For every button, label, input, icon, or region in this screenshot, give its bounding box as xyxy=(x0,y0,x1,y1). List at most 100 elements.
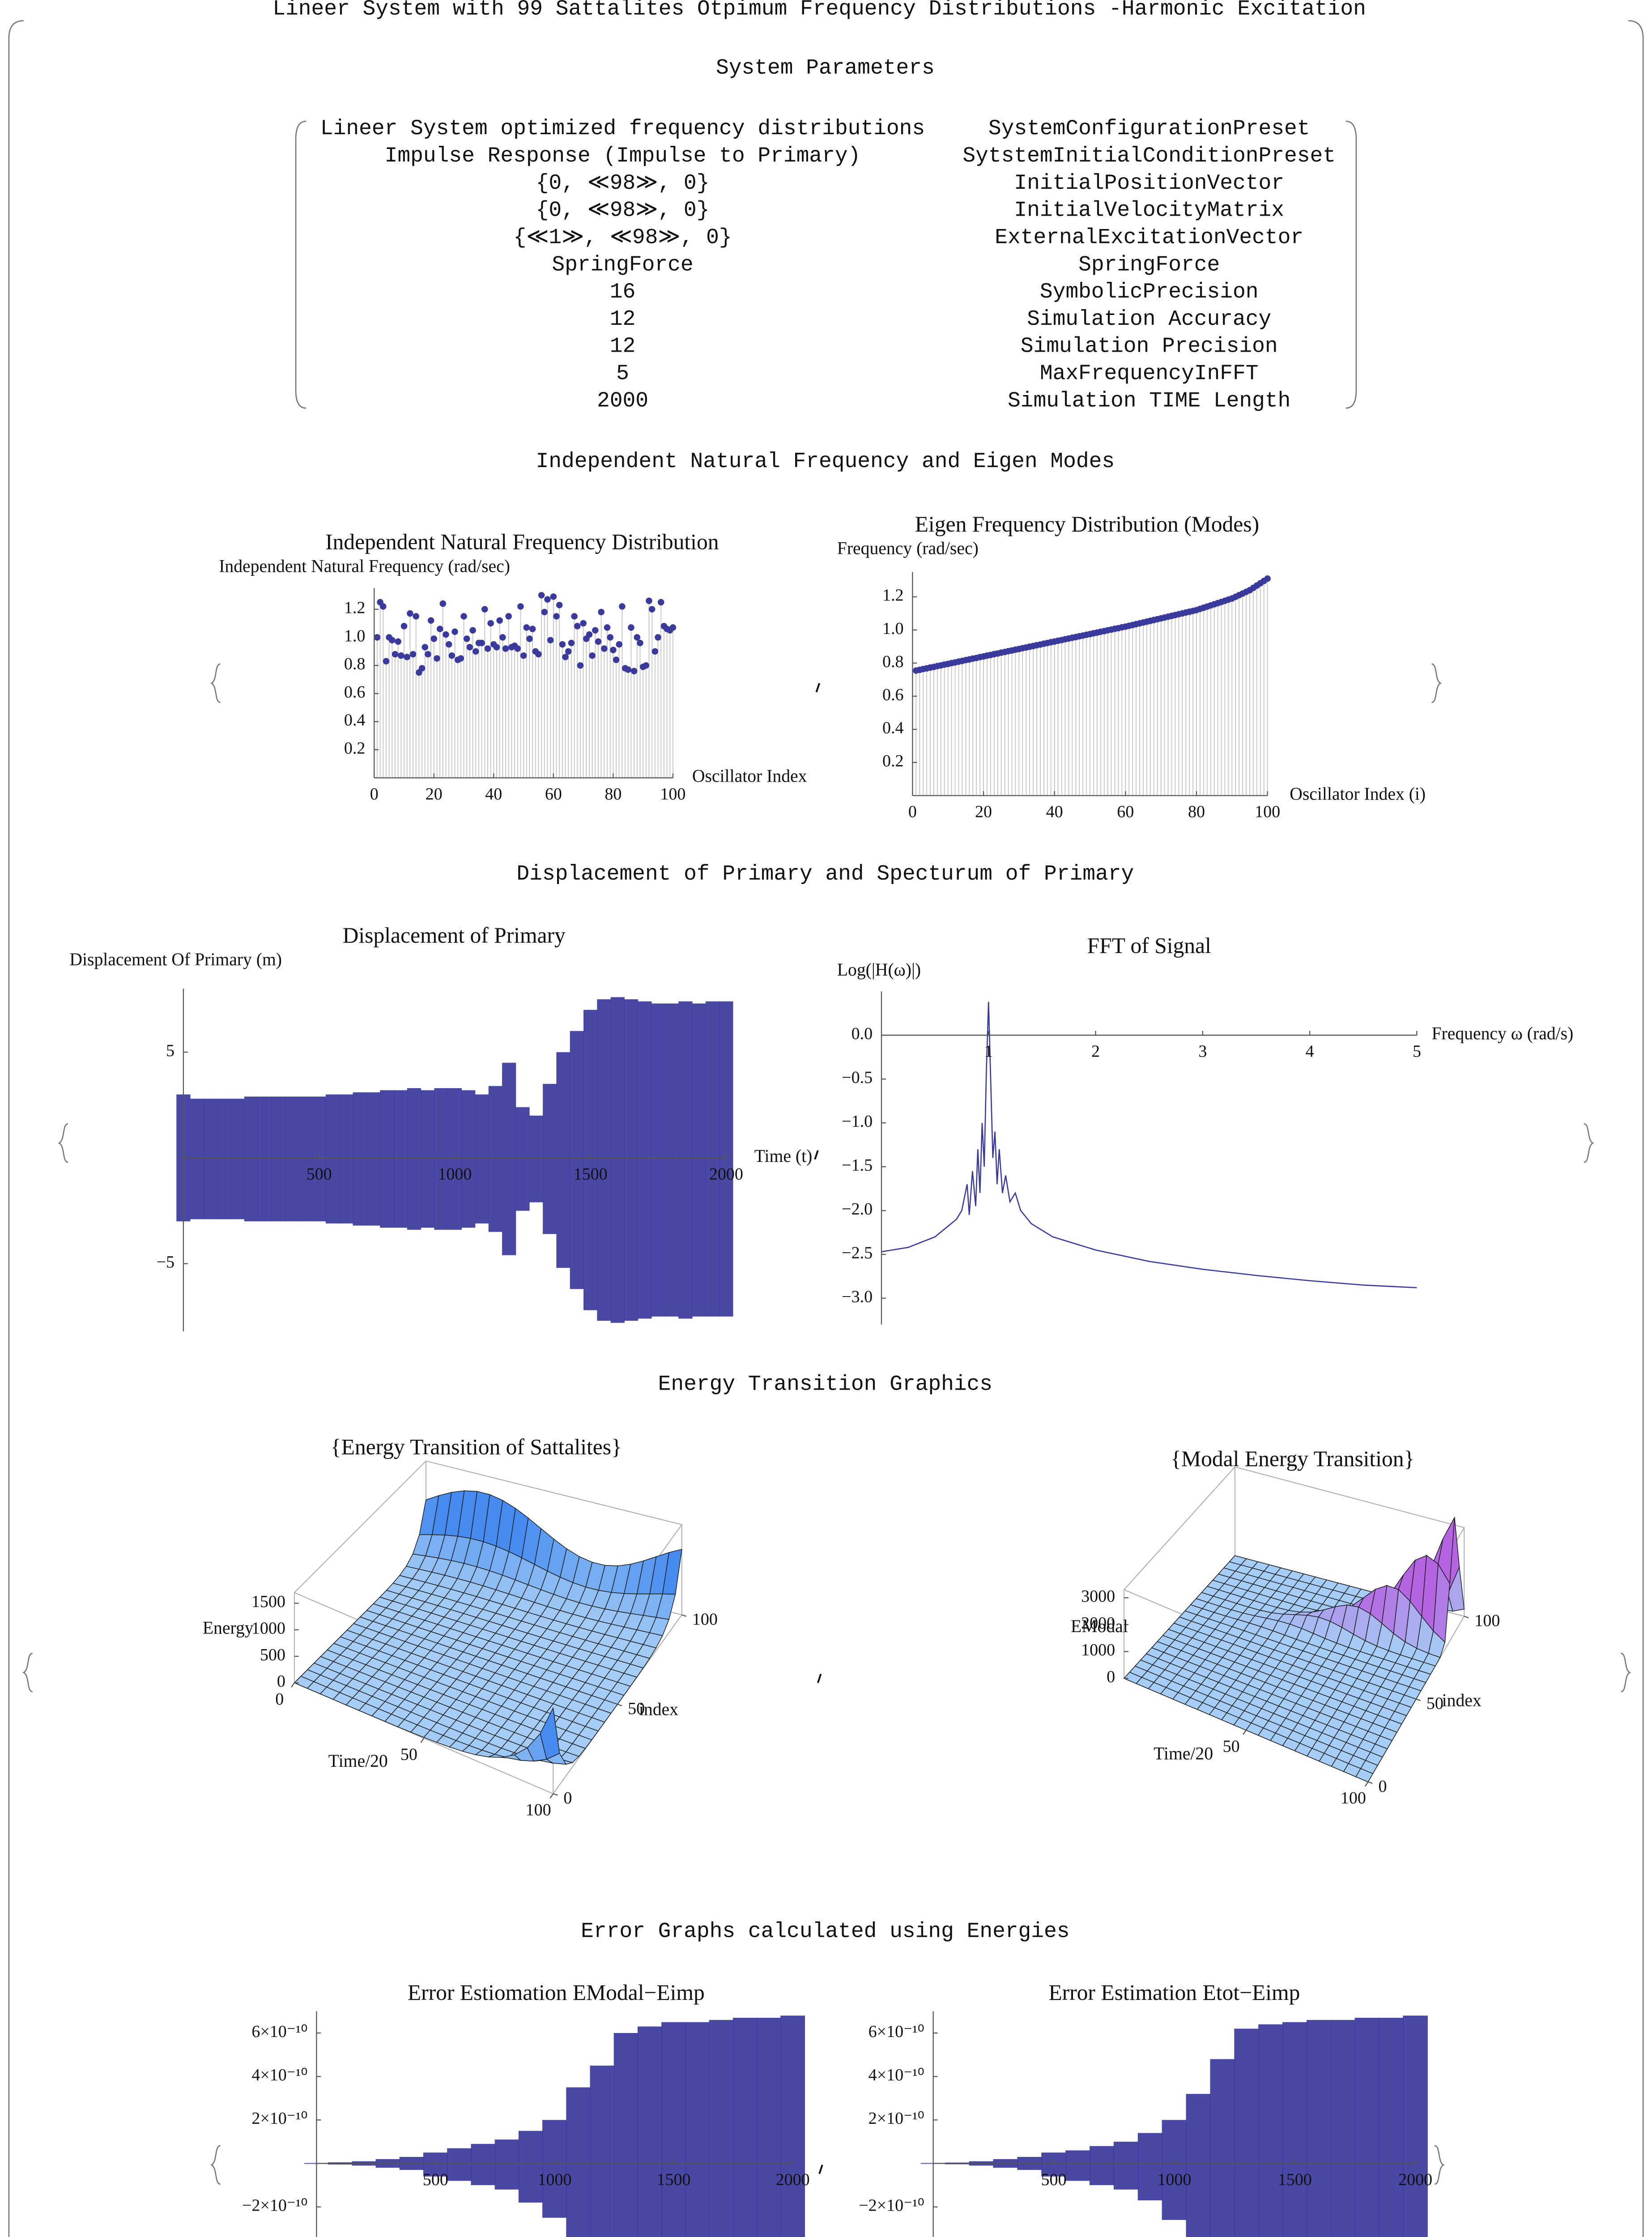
param-name: MaxFrequencyInFFT xyxy=(1040,362,1259,386)
point xyxy=(553,613,560,620)
section-heading: Energy Transition Graphics xyxy=(658,1372,992,1396)
x-axis-label: Frequency ω (rad/s) xyxy=(1431,1024,1573,1043)
point xyxy=(604,624,611,631)
point xyxy=(529,625,536,632)
x-tick-label: 0 xyxy=(275,1690,284,1709)
y-tick xyxy=(681,1614,687,1617)
x-tick-label: 80 xyxy=(1188,803,1205,821)
x-tick-label: 50 xyxy=(400,1745,417,1764)
point xyxy=(568,639,575,646)
point xyxy=(523,624,530,631)
x-tick xyxy=(291,1682,295,1688)
x-tick-label: 40 xyxy=(485,785,502,804)
point xyxy=(443,631,449,638)
y-tick-label: 0.4 xyxy=(882,719,904,737)
point xyxy=(634,634,641,641)
y-tick-label: 50 xyxy=(628,1699,645,1718)
y-tick-label: 100 xyxy=(692,1610,718,1629)
point xyxy=(565,648,572,655)
point xyxy=(628,624,634,631)
x-tick-label: 1500 xyxy=(1278,2170,1312,2189)
param-value: 12 xyxy=(610,335,636,359)
brace xyxy=(210,663,221,703)
point xyxy=(400,623,408,629)
comma xyxy=(815,683,821,693)
z-tick-label: 1000 xyxy=(251,1619,285,1637)
x-axis-label: Oscillator Index (i) xyxy=(1290,784,1426,804)
x-tick xyxy=(420,1738,424,1743)
point xyxy=(562,654,569,660)
y-tick-label: 0.8 xyxy=(344,655,366,673)
y-tick-label: 1.2 xyxy=(882,586,904,605)
x-axis-label: Time (t) xyxy=(754,1146,813,1166)
y-tick-label: 1.0 xyxy=(344,626,366,645)
point xyxy=(430,635,438,642)
param-value: 2000 xyxy=(597,389,648,413)
y-tick-label: −1.5 xyxy=(842,1156,873,1174)
comma xyxy=(817,1673,822,1683)
point xyxy=(404,654,410,660)
x-axis-label: Oscillator Index xyxy=(692,766,807,786)
point xyxy=(434,655,440,662)
brace xyxy=(58,1123,68,1163)
point xyxy=(559,641,566,648)
x-tick-label: 1000 xyxy=(1157,2170,1191,2189)
x-tick-label: 2 xyxy=(1091,1042,1100,1061)
y-tick-label: 5 xyxy=(166,1041,175,1060)
point xyxy=(392,651,399,658)
point xyxy=(505,613,512,620)
z-axis-label: Energy xyxy=(203,1618,254,1637)
x-tick-label: 4 xyxy=(1306,1042,1314,1061)
section-heading: Displacement of Primary and Specturum of… xyxy=(516,862,1134,886)
point xyxy=(616,641,622,648)
x-axis-label: Time/20 xyxy=(328,1751,388,1771)
surface-patch xyxy=(540,1707,560,1760)
point xyxy=(427,617,434,624)
x-tick-label: 100 xyxy=(526,1801,551,1820)
param-value: Lineer System optimized frequency distri… xyxy=(320,117,925,141)
y-tick-label: 0.6 xyxy=(344,683,366,702)
point xyxy=(669,624,677,631)
x-tick-label: 60 xyxy=(1117,803,1134,821)
param-name: ExternalExcitationVector xyxy=(995,225,1303,250)
x-tick-label: 2000 xyxy=(709,1165,743,1183)
paren xyxy=(1345,120,1357,409)
y-tick xyxy=(553,1793,558,1796)
point xyxy=(526,635,533,642)
x-tick-label: 60 xyxy=(545,785,562,804)
point xyxy=(637,639,643,646)
z-tick-label: 1000 xyxy=(1081,1641,1115,1659)
y-tick-label: 0 xyxy=(563,1789,572,1807)
point xyxy=(598,608,605,616)
point xyxy=(643,662,650,669)
point xyxy=(413,613,419,620)
y-axis-label: Log(|H(ω)|) xyxy=(837,960,921,980)
x-tick-label: 3 xyxy=(1198,1042,1207,1061)
point xyxy=(520,652,527,659)
point xyxy=(592,627,599,634)
y-tick-label: 2×10⁻¹⁰ xyxy=(869,2109,924,2128)
point xyxy=(472,648,479,655)
point xyxy=(463,635,470,642)
point xyxy=(484,645,491,652)
x-tick-label: 500 xyxy=(1041,2170,1067,2189)
point xyxy=(418,665,426,672)
x-tick-label: 40 xyxy=(1046,803,1063,821)
comma xyxy=(818,2165,823,2174)
point xyxy=(607,634,613,641)
param-name: SpringForce xyxy=(1078,253,1220,277)
y-tick-label: 0.4 xyxy=(344,711,366,730)
param-value: {0, ≪98≫, 0} xyxy=(536,171,710,196)
y-tick-label: 6×10⁻¹⁰ xyxy=(869,2022,924,2041)
x-tick-label: 2000 xyxy=(1398,2170,1432,2189)
param-value: {≪1≫, ≪98≫, 0} xyxy=(513,225,732,250)
y-tick-label: 0.8 xyxy=(882,652,904,671)
y-tick-label: −2×10⁻¹⁰ xyxy=(859,2196,924,2215)
point xyxy=(380,603,387,610)
param-name: InitialVelocityMatrix xyxy=(1014,199,1284,223)
z-tick-label: 3000 xyxy=(1081,1587,1115,1606)
x-tick-label: 80 xyxy=(605,785,622,804)
param-value: 5 xyxy=(616,362,629,386)
point xyxy=(541,608,548,616)
